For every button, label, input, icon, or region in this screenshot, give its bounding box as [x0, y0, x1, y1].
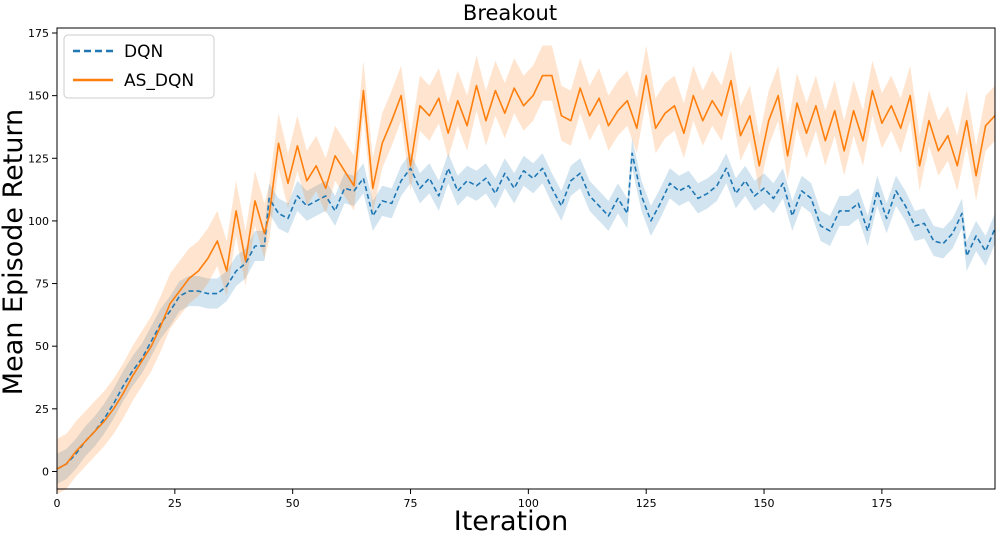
- legend-label-dqn: DQN: [124, 42, 163, 62]
- x-tick-label: 75: [404, 497, 418, 510]
- legend-label-as-dqn: AS_DQN: [124, 71, 194, 91]
- y-tick-label: 0: [42, 465, 49, 478]
- series-line-as-dqn: [56, 74, 996, 470]
- y-axis: 0 25 50 75 100 125 150 175: [28, 27, 57, 478]
- y-tick-label: 175: [28, 27, 49, 40]
- x-axis: 0 25 50 75 100 125 150 175: [54, 489, 892, 510]
- legend: DQN AS_DQN: [63, 34, 215, 99]
- chart-title: Breakout: [463, 1, 557, 25]
- x-tick-label: 175: [871, 497, 892, 510]
- x-axis-label: Iteration: [454, 506, 569, 535]
- x-tick-label: 0: [54, 497, 61, 510]
- x-tick-label: 150: [754, 497, 775, 510]
- y-tick-label: 150: [28, 90, 49, 103]
- y-tick-label: 125: [28, 152, 49, 165]
- plot-area: [56, 45, 996, 494]
- x-tick-label: 125: [636, 497, 657, 510]
- y-tick-label: 25: [35, 403, 49, 416]
- y-tick-label: 75: [35, 278, 49, 291]
- y-tick-label: 50: [35, 340, 49, 353]
- plot-frame: [56, 27, 996, 490]
- series-line-dqn: [56, 152, 996, 470]
- confidence-band-dqn: [57, 138, 995, 484]
- x-tick-label: 25: [168, 497, 182, 510]
- x-tick-label: 50: [286, 497, 300, 510]
- y-tick-label: 100: [28, 215, 49, 228]
- x-tick-label: 100: [518, 497, 539, 510]
- y-axis-label: Mean Episode Return: [0, 109, 29, 395]
